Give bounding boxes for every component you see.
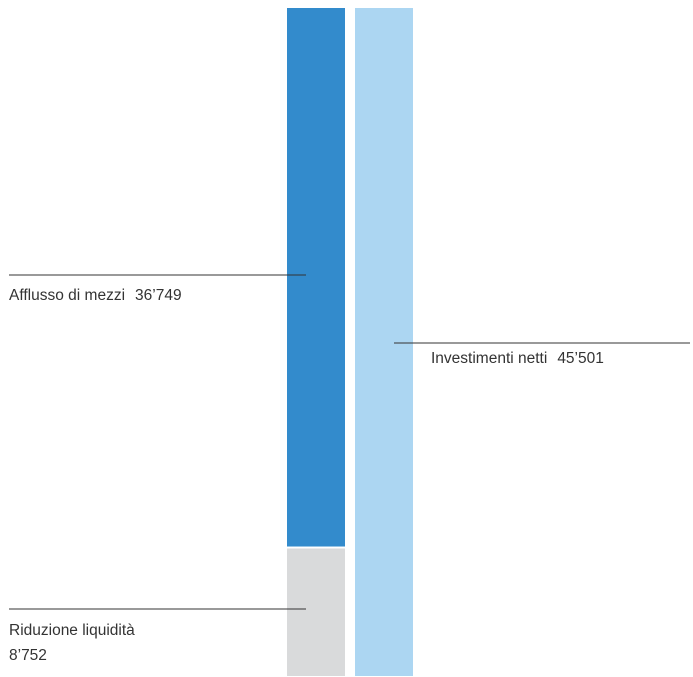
investimenti-name: Investimenti netti (431, 350, 548, 367)
afflusso-value: 36’749 (135, 287, 182, 304)
afflusso-di-mezzi-segment (287, 8, 345, 547)
afflusso-label: Afflusso di mezzi 36’749 (9, 283, 182, 308)
investimenti-netti-segment (355, 8, 413, 676)
riduzione-name: Riduzione liquidità (9, 622, 135, 639)
bars-group (287, 8, 413, 676)
riduzione-liquidita-segment (287, 548, 345, 676)
leader-lines-group (9, 274, 690, 610)
riduzione-label: Riduzione liquidità 8’752 (9, 618, 135, 668)
riduzione-value: 8’752 (9, 647, 47, 664)
investimenti-value: 45’501 (557, 350, 604, 367)
afflusso-name: Afflusso di mezzi (9, 287, 126, 304)
investimenti-label: Investimenti netti 45’501 (431, 346, 604, 371)
